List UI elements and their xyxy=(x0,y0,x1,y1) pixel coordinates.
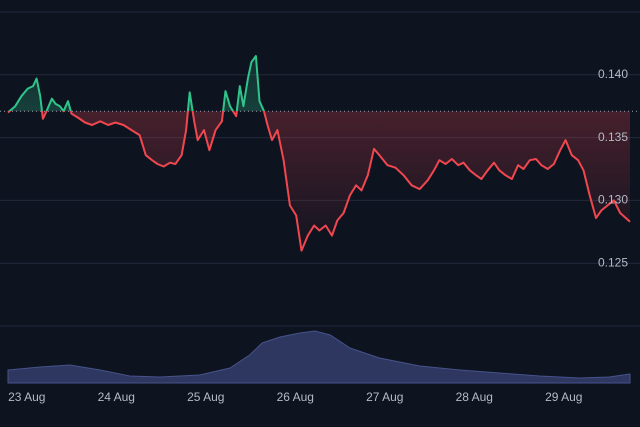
y-tick-label: 0.130 xyxy=(598,193,628,207)
x-tick-label: 23 Aug xyxy=(8,390,45,404)
x-tick-label: 28 Aug xyxy=(456,390,493,404)
baseline-fill xyxy=(8,56,630,251)
x-tick-label: 24 Aug xyxy=(98,390,135,404)
x-tick-label: 25 Aug xyxy=(187,390,224,404)
y-tick-label: 0.140 xyxy=(598,67,628,81)
price-line xyxy=(7,55,631,252)
x-tick-label: 26 Aug xyxy=(277,390,314,404)
x-tick-label: 29 Aug xyxy=(545,390,582,404)
x-tick-label: 27 Aug xyxy=(366,390,403,404)
y-tick-label: 0.135 xyxy=(598,130,628,144)
y-tick-label: 0.125 xyxy=(598,255,628,269)
volume-area xyxy=(7,330,631,384)
